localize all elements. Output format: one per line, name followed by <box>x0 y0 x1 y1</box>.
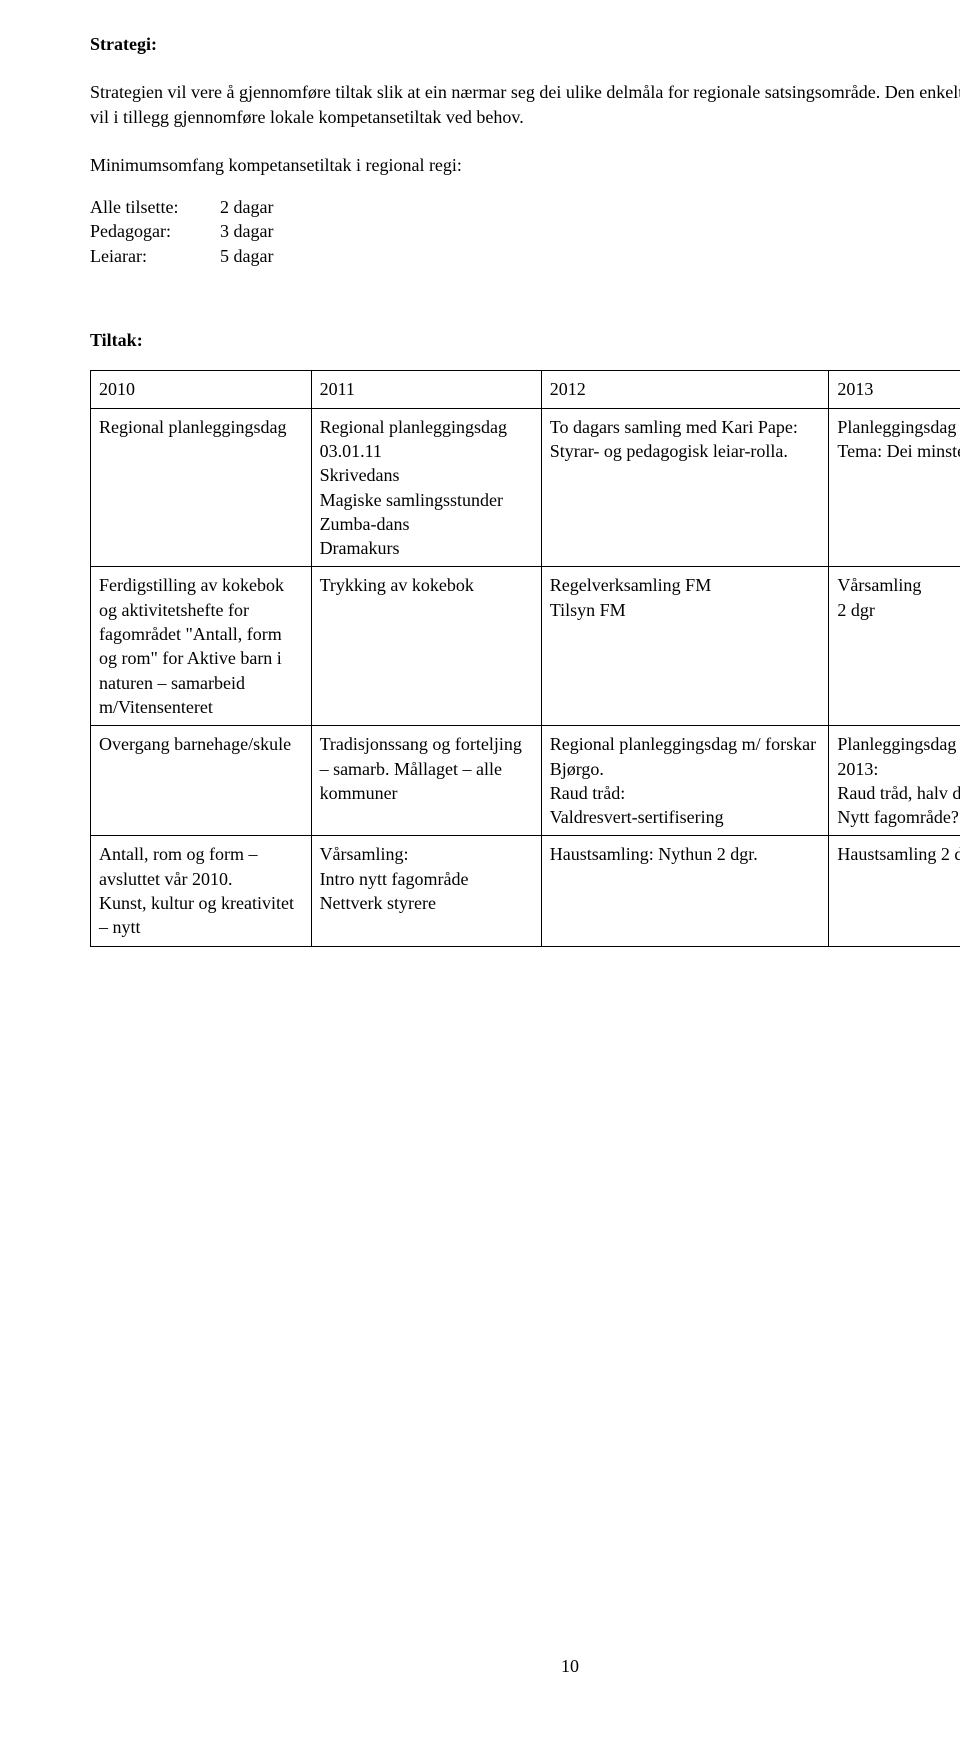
kv-row: Pedagogar: 3 dagar <box>90 219 960 243</box>
cell: Vårsamling:Intro nytt fagområdeNettverk … <box>311 836 541 946</box>
kv-key: Alle tilsette: <box>90 195 220 219</box>
cell: Regelverksamling FMTilsyn FM <box>541 567 829 726</box>
cell: Overgang barnehage/skule <box>91 726 312 836</box>
table-row: Regional planleggingsdag Regional planle… <box>91 408 960 567</box>
cell: Vårsamling2 dgr <box>829 567 960 726</box>
kv-key: Pedagogar: <box>90 219 220 243</box>
kv-row: Leiarar: 5 dagar <box>90 244 960 268</box>
cell: Haustsamling 2 dgr. <box>829 836 960 946</box>
cell: Ferdigstilling av kokebok og aktivitetsh… <box>91 567 312 726</box>
strategi-heading: Strategi: <box>90 32 960 56</box>
kv-row: Alle tilsette: 2 dagar <box>90 195 960 219</box>
table-row: Ferdigstilling av kokebok og aktivitetsh… <box>91 567 960 726</box>
cell: Antall, rom og form – avsluttet vår 2010… <box>91 836 312 946</box>
kv-val: 3 dagar <box>220 219 273 243</box>
col-header: 2012 <box>541 371 829 408</box>
intro-paragraph: Strategien vil vere å gjennomføre tiltak… <box>90 80 960 129</box>
table-header-row: 2010 2011 2012 2013 <box>91 371 960 408</box>
table-row: Overgang barnehage/skule Tradisjonssang … <box>91 726 960 836</box>
page-number: 10 <box>561 1654 579 1678</box>
cell: Regional planleggingsdag <box>91 408 312 567</box>
cell: To dagars samling med Kari Pape:Styrar- … <box>541 408 829 567</box>
tiltak-table: 2010 2011 2012 2013 Regional planlegging… <box>90 370 960 946</box>
cell: Regional planleggingsdag m/ forskar Bjør… <box>541 726 829 836</box>
cell: Haustsamling: Nythun 2 dgr. <box>541 836 829 946</box>
minimum-list: Alle tilsette: 2 dagar Pedagogar: 3 daga… <box>90 195 960 268</box>
kv-val: 2 dagar <box>220 195 273 219</box>
tiltak-heading: Tiltak: <box>90 328 960 352</box>
table-row: Antall, rom og form – avsluttet vår 2010… <box>91 836 960 946</box>
kv-val: 5 dagar <box>220 244 273 268</box>
col-header: 2013 <box>829 371 960 408</box>
cell: Trykking av kokebok <box>311 567 541 726</box>
col-header: 2011 <box>311 371 541 408</box>
cell: Tradisjonssang og forteljing – samarb. M… <box>311 726 541 836</box>
minimum-heading: Minimumsomfang kompetansetiltak i region… <box>90 153 960 177</box>
cell: PlanleggingsdagTema: Dei minste barna <box>829 408 960 567</box>
page: Strategi: Strategien vil vere å gjennomf… <box>90 32 960 1702</box>
col-header: 2010 <box>91 371 312 408</box>
cell: Planleggingsdag haust 2013:Raud tråd, ha… <box>829 726 960 836</box>
kv-key: Leiarar: <box>90 244 220 268</box>
cell: Regional planleggingsdag 03.01.11Skrived… <box>311 408 541 567</box>
